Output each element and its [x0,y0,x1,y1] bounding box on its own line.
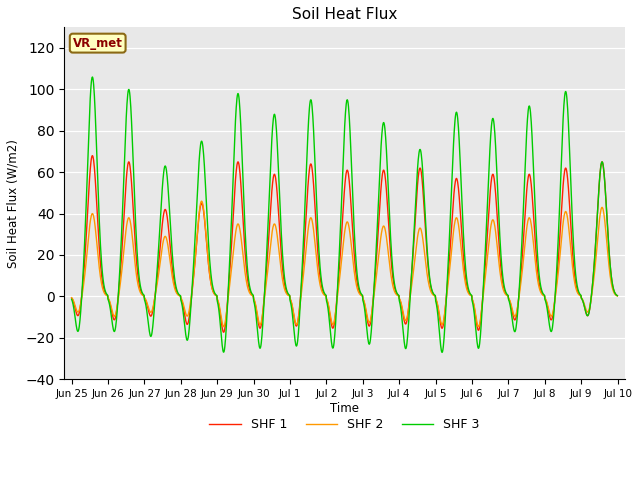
SHF 1 [176,293,184,299]
SHF 3 [501,287,509,293]
SHF 3 [89,74,97,80]
Text: VR_met: VR_met [73,36,123,49]
SHF 3 [68,297,76,302]
SHF 1 [430,292,438,298]
SHF 1 [220,329,228,335]
SHF 2 [251,299,259,304]
SHF 2 [549,308,557,313]
Line: SHF 2: SHF 2 [72,201,618,327]
SHF 1 [251,300,259,305]
SHF 1 [68,295,76,301]
Legend: SHF 1, SHF 2, SHF 3: SHF 1, SHF 2, SHF 3 [205,413,485,436]
SHF 2 [68,295,76,300]
SHF 1 [614,293,621,299]
SHF 2 [189,278,197,284]
SHF 1 [189,276,197,282]
SHF 2 [198,198,205,204]
Line: SHF 1: SHF 1 [72,156,618,332]
SHF 2 [501,291,509,297]
SHF 3 [251,301,259,307]
SHF 1 [501,289,509,295]
SHF 2 [430,292,438,298]
SHF 1 [89,153,97,158]
Y-axis label: Soil Heat Flux (W/m2): Soil Heat Flux (W/m2) [7,139,20,268]
SHF 3 [614,293,621,299]
X-axis label: Time: Time [330,402,359,415]
SHF 3 [438,349,446,355]
SHF 2 [176,293,184,299]
SHF 3 [189,265,197,271]
Line: SHF 3: SHF 3 [72,77,618,352]
Title: Soil Heat Flux: Soil Heat Flux [292,7,397,22]
SHF 2 [220,324,228,330]
SHF 1 [549,310,557,316]
SHF 2 [614,293,621,299]
SHF 3 [549,318,557,324]
SHF 3 [176,293,184,299]
SHF 3 [429,291,437,297]
